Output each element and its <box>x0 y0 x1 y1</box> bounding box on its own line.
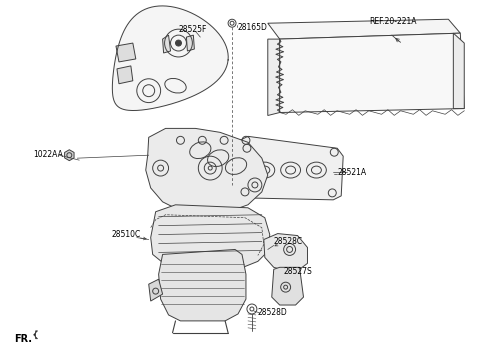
Polygon shape <box>238 136 343 200</box>
Text: 28528C: 28528C <box>274 237 303 246</box>
Polygon shape <box>158 250 246 321</box>
Polygon shape <box>116 43 136 62</box>
Polygon shape <box>453 33 464 108</box>
Polygon shape <box>163 35 170 53</box>
Polygon shape <box>112 6 228 111</box>
Text: FR.: FR. <box>14 334 32 344</box>
Polygon shape <box>268 39 280 116</box>
Polygon shape <box>34 331 37 339</box>
Polygon shape <box>65 150 74 160</box>
Polygon shape <box>146 129 268 215</box>
Text: 28525F: 28525F <box>179 25 207 34</box>
Text: 28510C: 28510C <box>111 230 140 239</box>
Polygon shape <box>268 19 460 39</box>
Polygon shape <box>264 234 308 271</box>
Text: REF.20-221A: REF.20-221A <box>369 17 417 26</box>
Polygon shape <box>186 35 194 51</box>
Polygon shape <box>151 205 270 271</box>
Circle shape <box>176 40 181 46</box>
Text: 28521A: 28521A <box>337 168 366 177</box>
Text: 1022AA: 1022AA <box>34 150 63 159</box>
Text: 28528D: 28528D <box>258 308 288 317</box>
Polygon shape <box>117 66 133 84</box>
Polygon shape <box>272 267 303 305</box>
Text: 28165D: 28165D <box>237 23 267 32</box>
Polygon shape <box>149 279 163 301</box>
Text: 28527S: 28527S <box>284 267 312 276</box>
Polygon shape <box>280 33 464 112</box>
